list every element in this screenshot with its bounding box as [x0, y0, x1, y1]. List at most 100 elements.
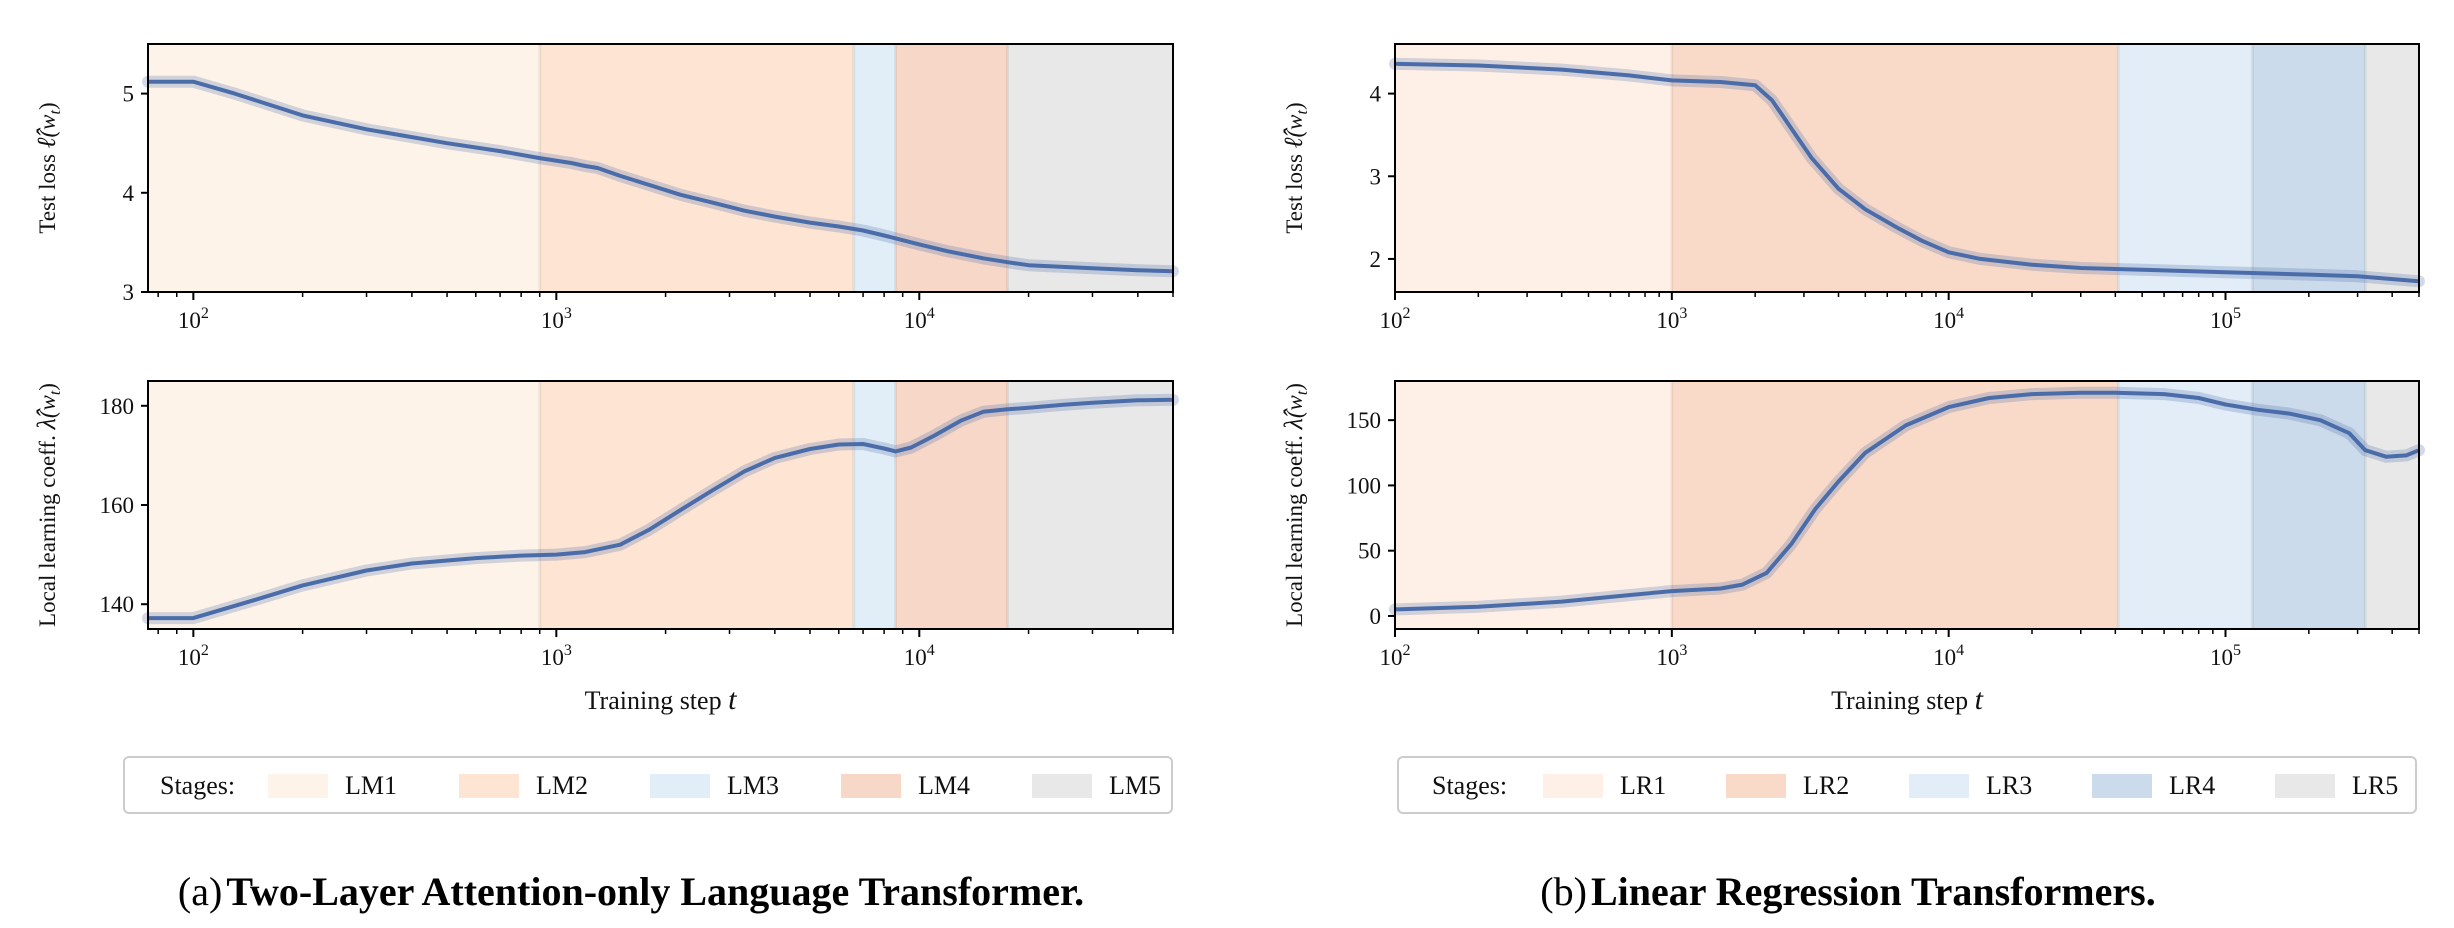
x-tick-label: 104: [904, 642, 935, 670]
stage-band-5: [1007, 44, 1173, 292]
stage-band-1: [148, 44, 540, 292]
stage-band-3: [853, 381, 896, 629]
x-tick-label: 104: [1933, 305, 1964, 333]
legend-swatch: [268, 774, 328, 798]
x-tick-exp: 3: [564, 642, 572, 659]
legend-label: LM3: [727, 771, 779, 800]
y-label-arg: (w: [1282, 114, 1307, 138]
x-tick-base: 10: [178, 308, 201, 333]
x-tick-exp: 2: [201, 642, 209, 659]
x-tick-label: 102: [1380, 305, 1411, 333]
y-tick-label: 150: [1347, 408, 1382, 433]
caption-title: Two-Layer Attention-only Language Transf…: [226, 869, 1084, 914]
caption-prefix: (a): [178, 869, 222, 914]
legend-swatch: [1909, 774, 1969, 798]
x-tick-exp: 3: [564, 305, 572, 322]
x-tick-base: 10: [2210, 645, 2233, 670]
x-tick-exp: 4: [1956, 305, 1964, 322]
x-tick-exp: 3: [1679, 305, 1687, 322]
x-tick-base: 10: [1933, 645, 1956, 670]
x-tick-base: 10: [1656, 308, 1679, 333]
stage-band-1: [148, 381, 540, 629]
x-tick-label: 103: [541, 305, 572, 333]
series-line: [1394, 61, 2420, 284]
y-axis-label: Test loss ℓ̂(wt): [32, 102, 64, 233]
x-tick-exp: 2: [201, 305, 209, 322]
y-tick-label: 50: [1358, 539, 1381, 564]
y-label-sub: t: [1294, 390, 1311, 395]
x-label-main: Training step: [1831, 686, 1975, 715]
stage-band-3: [2118, 44, 2253, 292]
legend-title: Stages:: [1432, 771, 1507, 800]
x-axis-label: Training step t: [585, 683, 738, 716]
legend-swatch: [459, 774, 519, 798]
stage-band-3: [2118, 381, 2253, 629]
x-tick-label: 102: [178, 305, 209, 333]
y-axis-label: Test loss ℓ̂(wt): [1279, 102, 1311, 233]
legend-frame: [123, 756, 1173, 814]
x-tick-label: 105: [2210, 305, 2241, 333]
legend-swatch: [2275, 774, 2335, 798]
y-label-sub: t: [47, 390, 64, 395]
x-tick-label: 105: [2210, 642, 2241, 670]
y-label-close: ): [35, 102, 60, 110]
stage-band-1: [1395, 44, 1672, 292]
x-tick-label: 102: [1380, 642, 1411, 670]
y-label-main: Local learning coeff.: [1282, 429, 1307, 627]
y-axis-label: Local learning coeff. λ̂(wt): [32, 383, 64, 627]
legend-label: LR2: [1803, 771, 1849, 800]
axes-frame: [1394, 43, 2420, 293]
y-tick-label: 160: [100, 493, 135, 518]
stage-band-5: [1007, 381, 1173, 629]
y-label-sub: t: [47, 109, 64, 114]
stage-band-5: [2365, 381, 2419, 629]
x-tick-base: 10: [1656, 645, 1679, 670]
legend-label: LM2: [536, 771, 588, 800]
legend-swatch: [841, 774, 901, 798]
legend-label: LM4: [918, 771, 970, 800]
y-label-close: ): [35, 383, 60, 391]
stage-band-4: [895, 381, 1008, 629]
caption-panel-a: (a) Two-Layer Attention-only Language Tr…: [178, 869, 1084, 914]
y-tick-label: 4: [1370, 82, 1382, 107]
y-label-arg: (w: [35, 114, 60, 138]
x-tick-label: 103: [541, 642, 572, 670]
y-label-sub: t: [1294, 109, 1311, 114]
legend-items: LM1 LM2 LM3 LM4 LM5: [268, 771, 1161, 800]
legend-label: LM1: [345, 771, 397, 800]
x-tick-base: 10: [178, 645, 201, 670]
stage-band-3: [853, 44, 896, 292]
series-line: [1394, 390, 2420, 612]
stage-band-5: [2365, 44, 2419, 292]
x-tick-label: 103: [1656, 305, 1687, 333]
y-label-close: ): [1282, 383, 1307, 391]
y-tick-label: 180: [100, 394, 135, 419]
x-label-var: t: [1975, 683, 1984, 716]
x-tick-label: 104: [1933, 642, 1964, 670]
x-tick-exp: 4: [1956, 642, 1964, 659]
y-tick-label: 2: [1370, 247, 1382, 272]
x-tick-base: 10: [541, 308, 564, 333]
x-tick-label: 103: [1656, 642, 1687, 670]
y-label-main: Test loss: [1282, 148, 1307, 233]
x-tick-base: 10: [1380, 308, 1403, 333]
legend-label: LR5: [2352, 771, 2398, 800]
series-line: [148, 79, 1174, 274]
stage-band-4: [2252, 381, 2366, 629]
series-line: [148, 397, 1174, 621]
x-tick-exp: 3: [1679, 642, 1687, 659]
x-tick-label: 104: [904, 305, 935, 333]
y-axis-label: Local learning coeff. λ̂(wt): [1279, 383, 1311, 627]
x-tick-exp: 5: [2233, 305, 2241, 322]
legend-swatch: [1032, 774, 1092, 798]
x-tick-base: 10: [1933, 308, 1956, 333]
y-label-main: Test loss: [35, 148, 60, 233]
stage-band-2: [539, 381, 854, 629]
stage-band-2: [1671, 381, 2119, 629]
x-tick-label: 102: [178, 642, 209, 670]
legend-swatch: [650, 774, 710, 798]
legend-swatch: [2092, 774, 2152, 798]
